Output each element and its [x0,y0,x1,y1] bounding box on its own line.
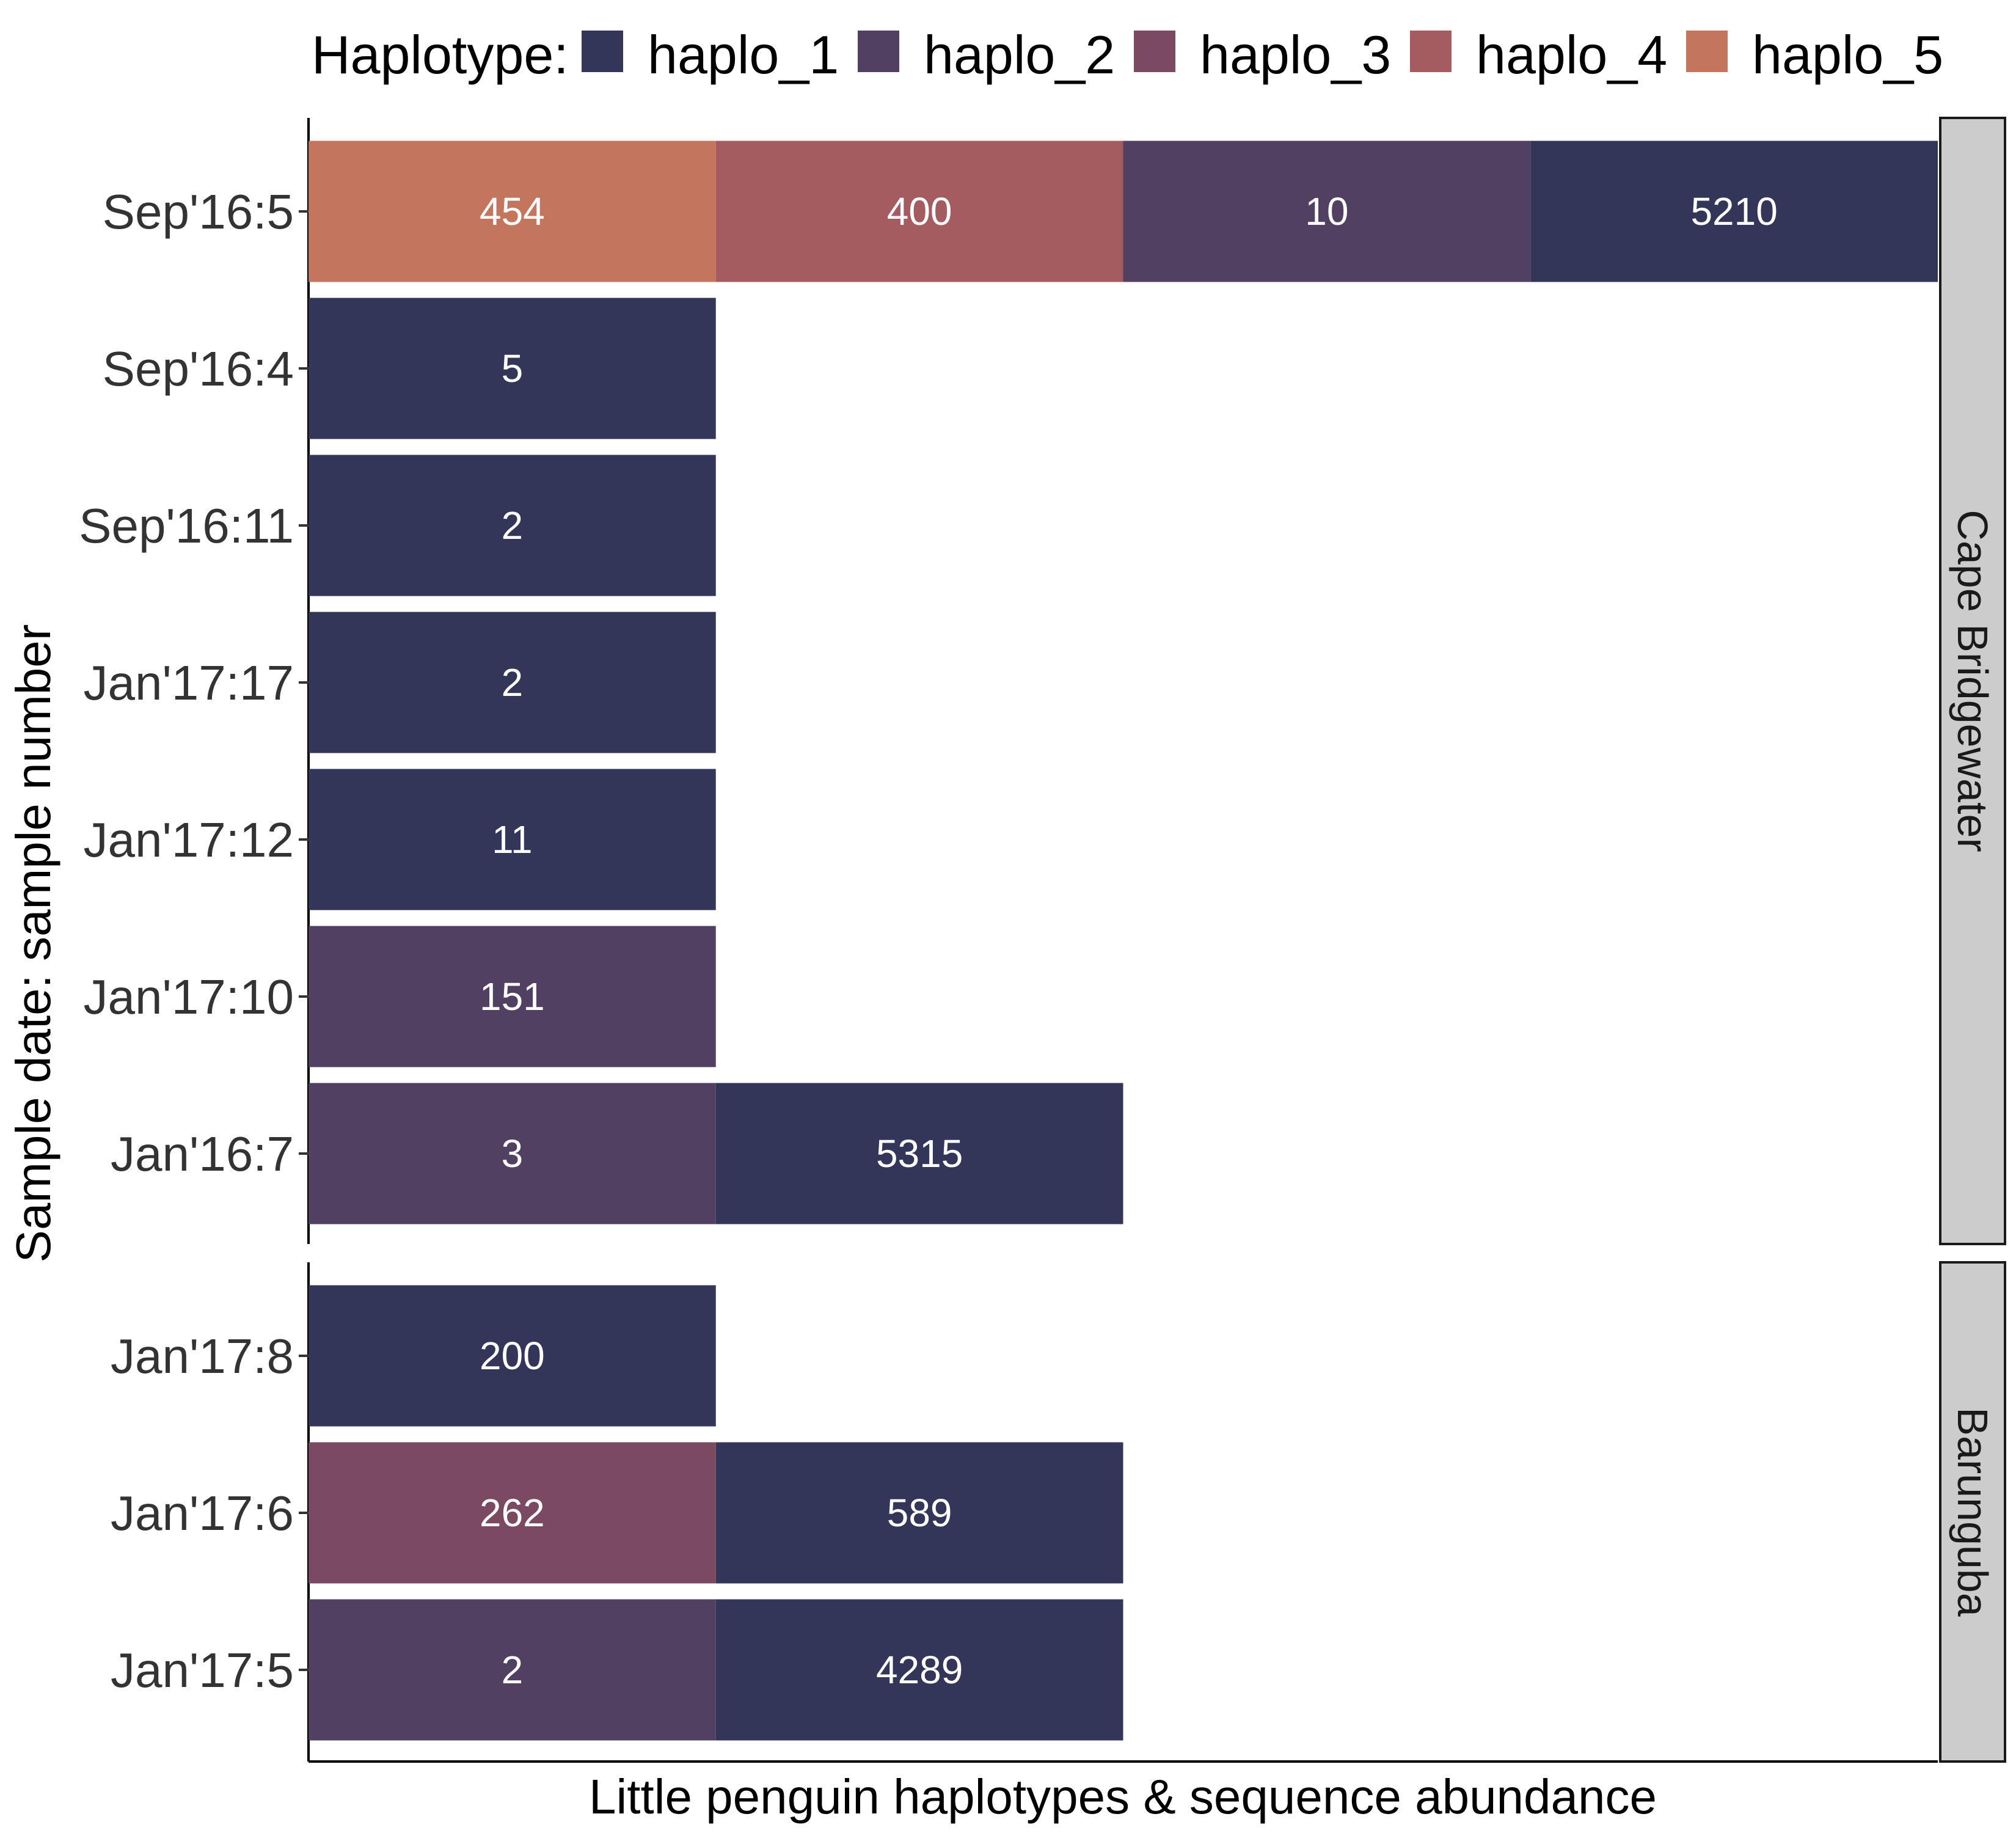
y-tick-label: Sep'16:5 [103,185,294,239]
bar-value-label: 2 [502,1648,524,1692]
bar-row-jan-17-17: Jan'17:17 2 [84,612,716,753]
bar-row-sep-16-11: Sep'16:11 2 [79,455,716,596]
facet-strip-label: Barunguba [1949,1407,1996,1617]
bar-segment-haplo-2 [309,1599,716,1741]
bar-segment-haplo-4 [715,141,1123,282]
facet-strip-label: Cape Bridgewater [1949,510,1996,852]
y-tick-label: Sep'16:4 [103,342,294,396]
bar-segment-haplo-1 [715,1442,1123,1584]
bar-segment-haplo-2 [309,1083,716,1224]
bar-row-jan-17-10: Jan'17:10 151 [84,926,716,1067]
bar-row-jan-16-7: Jan'16:7 3 5315 [111,1083,1123,1224]
legend-label-haplo-1: haplo_1 [648,24,839,85]
facet-strip [1939,1261,2006,1763]
bar-value-label: 454 [480,189,545,233]
bar-value-label: 5 [502,346,524,390]
bar-row-sep-16-4: Sep'16:4 5 [103,298,716,439]
y-tick-label: Jan'17:12 [84,813,294,867]
y-tick-label: Jan'17:8 [111,1329,294,1383]
bar-value-label: 10 [1305,189,1348,233]
bar-row-jan-17-5: Jan'17:5 2 4289 [111,1599,1123,1741]
bar-segment-haplo-3 [309,1442,716,1584]
bar-segment-haplo-1 [309,298,716,439]
axes: Little penguin haplotypes & sequence abu… [6,624,1657,1824]
y-tick-label: Jan'17:5 [111,1643,294,1697]
y-tick-label: Jan'17:10 [84,970,294,1024]
legend-label-haplo-3: haplo_3 [1200,24,1391,85]
bar-segment-haplo-2 [309,926,716,1067]
bar-value-label: 2 [502,503,524,547]
bar-value-label: 589 [887,1491,952,1535]
y-axis-title: Sample date: sample number [6,624,60,1263]
bar-segment-haplo-1 [309,769,716,910]
bar-value-label: 200 [480,1334,545,1378]
bar-segment-haplo-1 [309,455,716,596]
bar-value-label: 11 [492,818,532,862]
y-tick-label: Jan'16:7 [111,1127,294,1181]
bar-row-jan-17-6: Jan'17:6 262 589 [111,1442,1123,1584]
bar-value-label: 4289 [876,1648,963,1692]
y-tick-label: Jan'17:17 [84,656,294,710]
legend-label-haplo-4: haplo_4 [1476,24,1667,85]
bar-value-label: 5315 [876,1132,963,1176]
bar-segment-haplo-1 [309,1285,716,1427]
legend-swatch-haplo-1 [582,31,623,72]
bar-segment-haplo-1 [715,1083,1123,1224]
legend-title: Haplotype: [312,24,569,85]
bar-value-label: 3 [502,1132,524,1176]
bar-value-label: 5210 [1690,189,1777,233]
legend-label-haplo-5: haplo_5 [1752,24,1943,85]
bar-segment-haplo-1 [309,612,716,753]
bar-row-jan-17-8: Jan'17:8 200 [111,1285,716,1427]
bar-row-jan-17-12: Jan'17:12 11 [84,769,716,910]
legend-swatch-haplo-2 [858,31,899,72]
x-axis-title: Little penguin haplotypes & sequence abu… [589,1769,1657,1824]
bar-segment-haplo-1 [1530,141,1938,282]
facet-barunguba: Jan'17:8 200 Jan'17:6 262 589 Jan'17:5 2 4289 Ba… [111,1261,2006,1763]
bar-value-label: 2 [502,660,524,704]
bar-segment-haplo-2 [1123,141,1531,282]
y-tick-label: Sep'16:11 [79,499,294,553]
bar-segment-haplo-1 [715,1599,1123,1741]
bar-value-label: 151 [480,975,545,1019]
bar-row-sep-16-5: Sep'16:5 454 400 10 5210 [103,141,1938,282]
bar-value-label: 262 [480,1491,545,1535]
legend-swatch-haplo-5 [1686,31,1728,72]
bar-value-label: 400 [887,189,952,233]
facet-strip [1939,117,2006,1245]
legend-label-haplo-2: haplo_2 [924,24,1115,85]
legend: Haplotype: haplo_1 haplo_2 haplo_3 haplo_4 h… [312,24,1943,85]
legend-swatch-haplo-4 [1410,31,1452,72]
bar-segment-haplo-5 [309,141,716,282]
legend-swatch-haplo-3 [1134,31,1175,72]
y-tick-label: Jan'17:6 [111,1486,294,1540]
